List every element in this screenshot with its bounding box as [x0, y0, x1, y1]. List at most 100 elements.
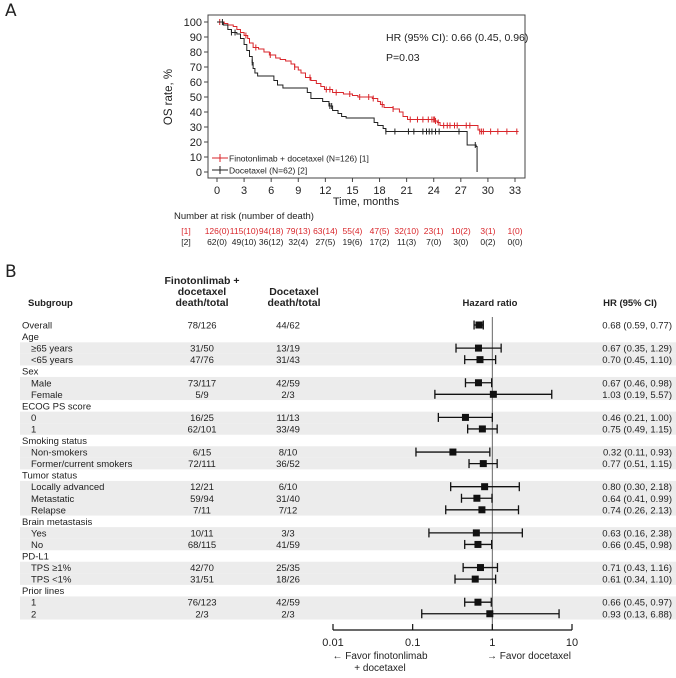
subgroup-label: Non-smokers	[31, 448, 88, 459]
km-y-tick-label: 60	[190, 77, 202, 89]
arm2-value: 33/49	[276, 424, 300, 435]
arm1-value: 12/21	[190, 482, 214, 493]
risk-value: 55(4)	[343, 226, 363, 236]
km-y-tick-label: 70	[190, 62, 202, 74]
hr-point	[489, 390, 497, 398]
subgroup-label: Metastatic	[31, 494, 75, 505]
row-band	[20, 596, 676, 608]
km-x-axis-label: Time, months	[333, 196, 400, 208]
hr-ci-value: 0.66 (0.45, 0.98)	[602, 540, 672, 551]
risk-value: 115(10)	[230, 226, 259, 236]
hr-point	[449, 448, 457, 456]
km-y-tick-label: 0	[196, 167, 202, 179]
subgroup-label: Relapse	[31, 505, 66, 516]
hr-point	[476, 564, 484, 572]
arm1-value: 42/70	[190, 563, 214, 574]
risk-value: 19(6)	[343, 237, 363, 247]
subgroup-label: ECOG PS score	[22, 401, 91, 412]
subgroup-label: Male	[31, 378, 52, 389]
subgroup-label: 0	[31, 413, 36, 424]
subgroup-label: Brain metastasis	[22, 517, 92, 528]
hr-point	[461, 413, 469, 421]
arm1-value: 62/101	[187, 424, 216, 435]
row-band	[20, 388, 676, 401]
hr-ci-value: 0.32 (0.11, 0.93)	[603, 448, 672, 459]
risk-value: 3(1)	[480, 226, 495, 236]
header-subgroup: Subgroup	[28, 298, 73, 309]
row-band	[20, 607, 676, 620]
hr-point	[479, 460, 487, 468]
subgroup-label: No	[31, 540, 43, 551]
forest-headers: Subgroup Finotonlimab + docetaxel death/…	[28, 275, 657, 309]
km-x-tick-label: 12	[319, 185, 331, 197]
arm1-value: 16/25	[190, 413, 214, 424]
subgroup-label: Prior lines	[22, 586, 64, 597]
risk-value: 32(10)	[394, 226, 419, 236]
row-band	[20, 492, 676, 505]
subgroup-label: Smoking status	[22, 436, 87, 447]
km-x-tick-label: 0	[214, 185, 220, 197]
subgroup-label: Tumor status	[22, 471, 77, 482]
subgroup-label: ≥65 years	[31, 344, 73, 355]
km-curve-docetaxel	[217, 21, 478, 172]
subgroup-label: <65 years	[31, 355, 73, 366]
km-x-tick-label: 21	[401, 185, 413, 197]
arm2-value: 42/59	[276, 598, 300, 609]
forest-x-axis: 0.01 0.1 1 10	[322, 624, 578, 649]
km-x-tick-label: 30	[482, 185, 494, 197]
arm1-value: 47/76	[190, 355, 214, 366]
km-p-annotation: P=0.03	[386, 52, 420, 64]
arm1-value: 72/111	[188, 459, 216, 470]
subgroup-label: Female	[31, 390, 63, 401]
arm2-value: 11/13	[276, 413, 299, 424]
hr-point	[478, 425, 486, 433]
arm1-value: 59/94	[190, 494, 214, 505]
forest-row-bands	[20, 342, 676, 620]
km-x-tick-label: 18	[373, 185, 385, 197]
hr-point	[474, 598, 482, 606]
hr-ci-value: 0.64 (0.41, 0.99)	[602, 494, 672, 505]
km-x-tick-label: 3	[241, 185, 247, 197]
km-y-axis-label: OS rate, %	[163, 69, 175, 125]
risk-value: 63(14)	[313, 226, 338, 236]
row-band	[20, 342, 676, 354]
favor-left-line1: ← Favor finotonlimab	[332, 651, 427, 662]
hr-ci-value: 0.67 (0.35, 1.29)	[602, 344, 672, 355]
risk-value: 23(1)	[424, 226, 444, 236]
subgroup-label: Yes	[31, 528, 47, 539]
hr-point	[474, 540, 482, 548]
km-x-tick-label: 9	[295, 185, 301, 197]
km-y-tick-label: 40	[190, 107, 202, 119]
header-arm1-line3: death/total	[175, 297, 228, 309]
arm2-value: 18/26	[276, 575, 300, 586]
row-band	[20, 376, 676, 389]
km-legend: Finotonlimab + docetaxel (N=126) [1] Doc…	[212, 154, 369, 176]
risk-value: 7(0)	[426, 237, 441, 247]
km-curve-finotonlimab	[217, 21, 519, 132]
arm1-value: 73/117	[188, 378, 216, 389]
row-band	[20, 480, 676, 493]
arm2-value: 6/10	[279, 482, 298, 493]
arm1-value: 10/11	[190, 528, 213, 539]
hr-point	[473, 494, 481, 502]
legend-label-finotonlimab: Finotonlimab + docetaxel (N=126) [1]	[229, 154, 369, 164]
hr-point	[475, 321, 483, 329]
row-band	[20, 411, 676, 424]
row-band	[20, 538, 676, 551]
arm2-value: 41/59	[276, 540, 300, 551]
km-y-tick-label: 80	[190, 47, 202, 59]
arm1-value: 31/50	[190, 344, 214, 355]
forest-x-tick-label: 0.1	[405, 637, 420, 649]
forest-rows: Overall 78/126 44/62 0.68 (0.59, 0.77) Age≥6…	[22, 321, 672, 621]
risk-value: 1(0)	[507, 226, 522, 236]
arm1-value: 31/51	[190, 575, 214, 586]
subgroup-label: Former/current smokers	[31, 459, 133, 470]
km-y-tick-label: 30	[190, 122, 202, 134]
subgroup-label: TPS ≥1%	[31, 563, 72, 574]
arm2-value: 3/3	[281, 528, 294, 539]
risk-value: 11(3)	[397, 237, 416, 247]
arm1-value: 68/115	[188, 540, 216, 551]
hr-ci-value: 1.03 (0.19, 5.57)	[602, 390, 672, 401]
arm2-value: 2/3	[281, 609, 294, 620]
risk-value: 126(0)	[205, 226, 230, 236]
